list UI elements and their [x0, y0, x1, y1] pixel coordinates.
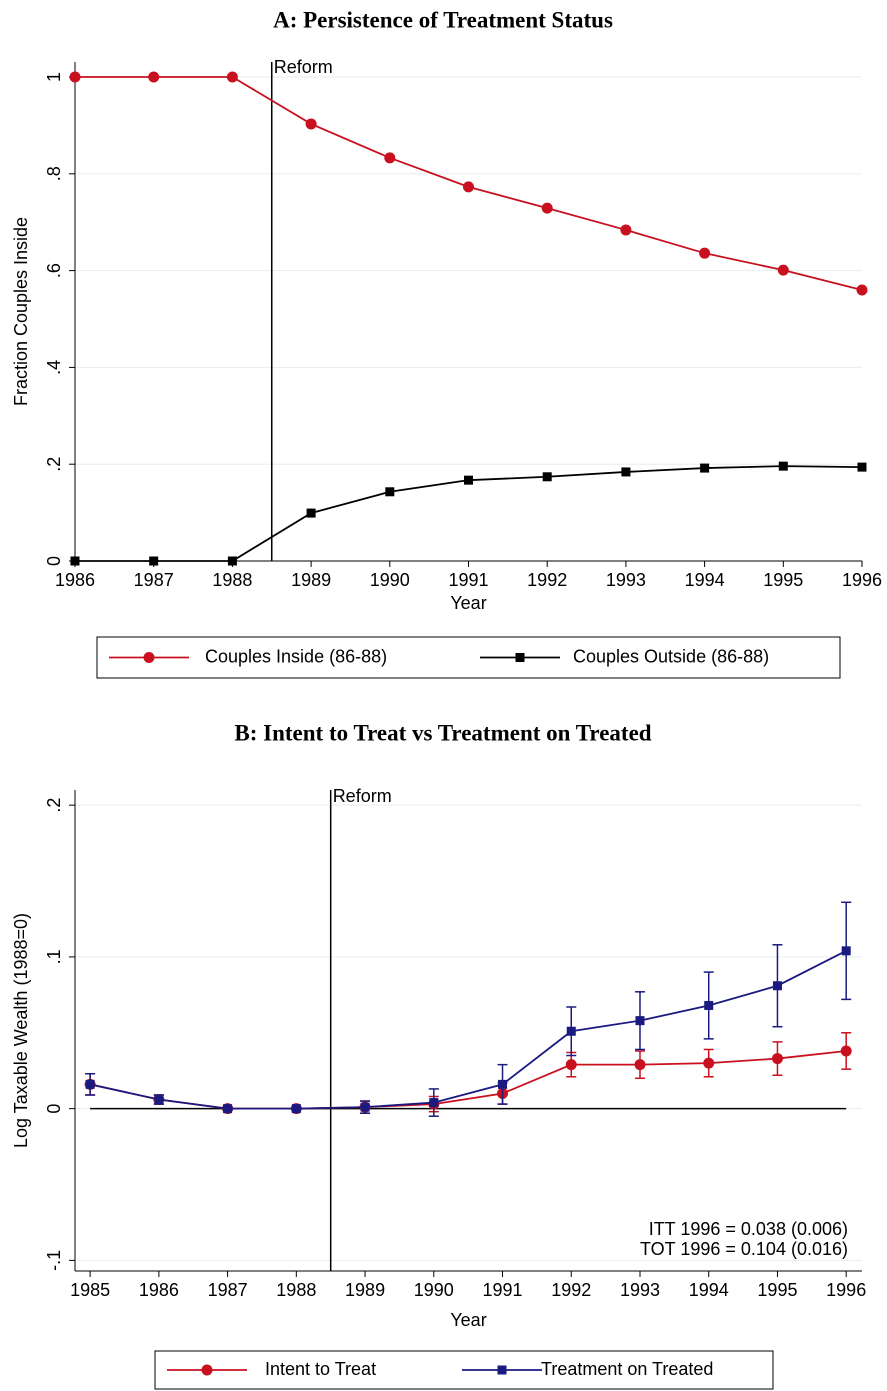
point	[385, 487, 395, 497]
y-tick-label: 1	[44, 72, 64, 82]
x-tick-label: 1992	[527, 570, 567, 590]
point	[429, 1098, 439, 1108]
y-tick-label: -.1	[44, 1250, 64, 1271]
point	[565, 1059, 577, 1071]
point	[148, 71, 160, 83]
point	[566, 1026, 576, 1036]
y-tick-label: .6	[44, 263, 64, 278]
point	[291, 1104, 301, 1114]
note: ITT 1996 = 0.038 (0.006)	[649, 1219, 848, 1239]
legend-label: Treatment on Treated	[541, 1359, 713, 1379]
x-tick-label: 1995	[763, 570, 803, 590]
point	[305, 118, 317, 130]
point	[704, 1000, 714, 1010]
point	[771, 1053, 783, 1065]
x-tick-label: 1996	[842, 570, 882, 590]
point	[360, 1102, 370, 1112]
y-tick-label: .4	[44, 360, 64, 375]
point	[85, 1079, 95, 1089]
x-tick-label: 1986	[55, 570, 95, 590]
series-line	[89, 1050, 847, 1110]
y-tick-label: 0	[44, 1104, 64, 1114]
legend-box	[154, 1350, 774, 1390]
point	[154, 1095, 164, 1105]
point	[306, 508, 316, 518]
reform-label: Reform	[333, 786, 392, 806]
x-tick-label: 1991	[448, 570, 488, 590]
point	[772, 981, 782, 991]
legend-label: Couples Inside (86-88)	[205, 646, 387, 666]
point	[856, 284, 868, 296]
chart-title: A: Persistence of Treatment Status	[273, 7, 613, 32]
point	[621, 467, 631, 477]
point	[464, 475, 473, 485]
chart-title: B: Intent to Treat vs Treatment on Treat…	[234, 720, 651, 745]
x-tick-label: 1988	[276, 1280, 316, 1300]
point	[841, 946, 851, 956]
legend-label: Intent to Treat	[265, 1359, 376, 1379]
y-tick-label: .2	[44, 457, 64, 472]
x-tick-label: 1994	[685, 570, 725, 590]
point	[699, 247, 711, 259]
point	[840, 1045, 852, 1057]
x-tick-label: 1996	[826, 1280, 866, 1300]
y-tick-label: 0	[44, 556, 64, 566]
x-tick-label: 1993	[606, 570, 646, 590]
point	[700, 463, 710, 473]
x-tick-label: 1986	[139, 1280, 179, 1300]
point	[149, 556, 159, 566]
series-line	[89, 950, 847, 1110]
x-tick-label: 1990	[370, 570, 410, 590]
point	[778, 461, 788, 471]
legend-marker	[143, 652, 155, 663]
point	[69, 71, 81, 83]
x-tick-label: 1987	[134, 570, 174, 590]
x-tick-label: 1991	[482, 1280, 522, 1300]
point	[226, 71, 238, 83]
y-tick-label: .1	[44, 949, 64, 964]
legend-marker	[515, 653, 525, 662]
point	[223, 1104, 233, 1114]
x-tick-label: 1992	[551, 1280, 591, 1300]
point	[635, 1016, 645, 1026]
x-tick-label: 1988	[212, 570, 252, 590]
point	[703, 1057, 715, 1069]
legend-marker	[497, 1365, 507, 1375]
point	[777, 264, 789, 276]
point	[857, 462, 867, 472]
x-tick-label: 1995	[757, 1280, 797, 1300]
x-tick-label: 1989	[345, 1280, 385, 1300]
y-tick-label: .8	[44, 166, 64, 181]
x-axis-title: Year	[450, 593, 486, 613]
x-tick-label: 1989	[291, 570, 331, 590]
note: TOT 1996 = 0.104 (0.016)	[640, 1239, 848, 1259]
point	[70, 556, 80, 566]
x-tick-label: 1985	[70, 1280, 110, 1300]
point	[541, 202, 553, 214]
x-tick-label: 1987	[208, 1280, 248, 1300]
y-axis-title: Log Taxable Wealth (1988=0)	[11, 913, 31, 1148]
x-axis-title: Year	[450, 1310, 486, 1330]
x-tick-label: 1994	[689, 1280, 729, 1300]
x-tick-label: 1993	[620, 1280, 660, 1300]
legend-box	[96, 636, 841, 679]
point	[634, 1059, 646, 1071]
point	[463, 181, 474, 193]
point	[542, 472, 552, 482]
point	[498, 1079, 508, 1089]
y-tick-label: .2	[44, 798, 64, 813]
legend-label: Couples Outside (86-88)	[573, 646, 769, 666]
point	[620, 224, 632, 236]
legend-marker	[201, 1364, 213, 1376]
point	[227, 556, 237, 566]
reform-label: Reform	[274, 57, 333, 77]
point	[384, 152, 396, 164]
x-tick-label: 1990	[414, 1280, 454, 1300]
y-axis-title: Fraction Couples Inside	[11, 217, 31, 406]
